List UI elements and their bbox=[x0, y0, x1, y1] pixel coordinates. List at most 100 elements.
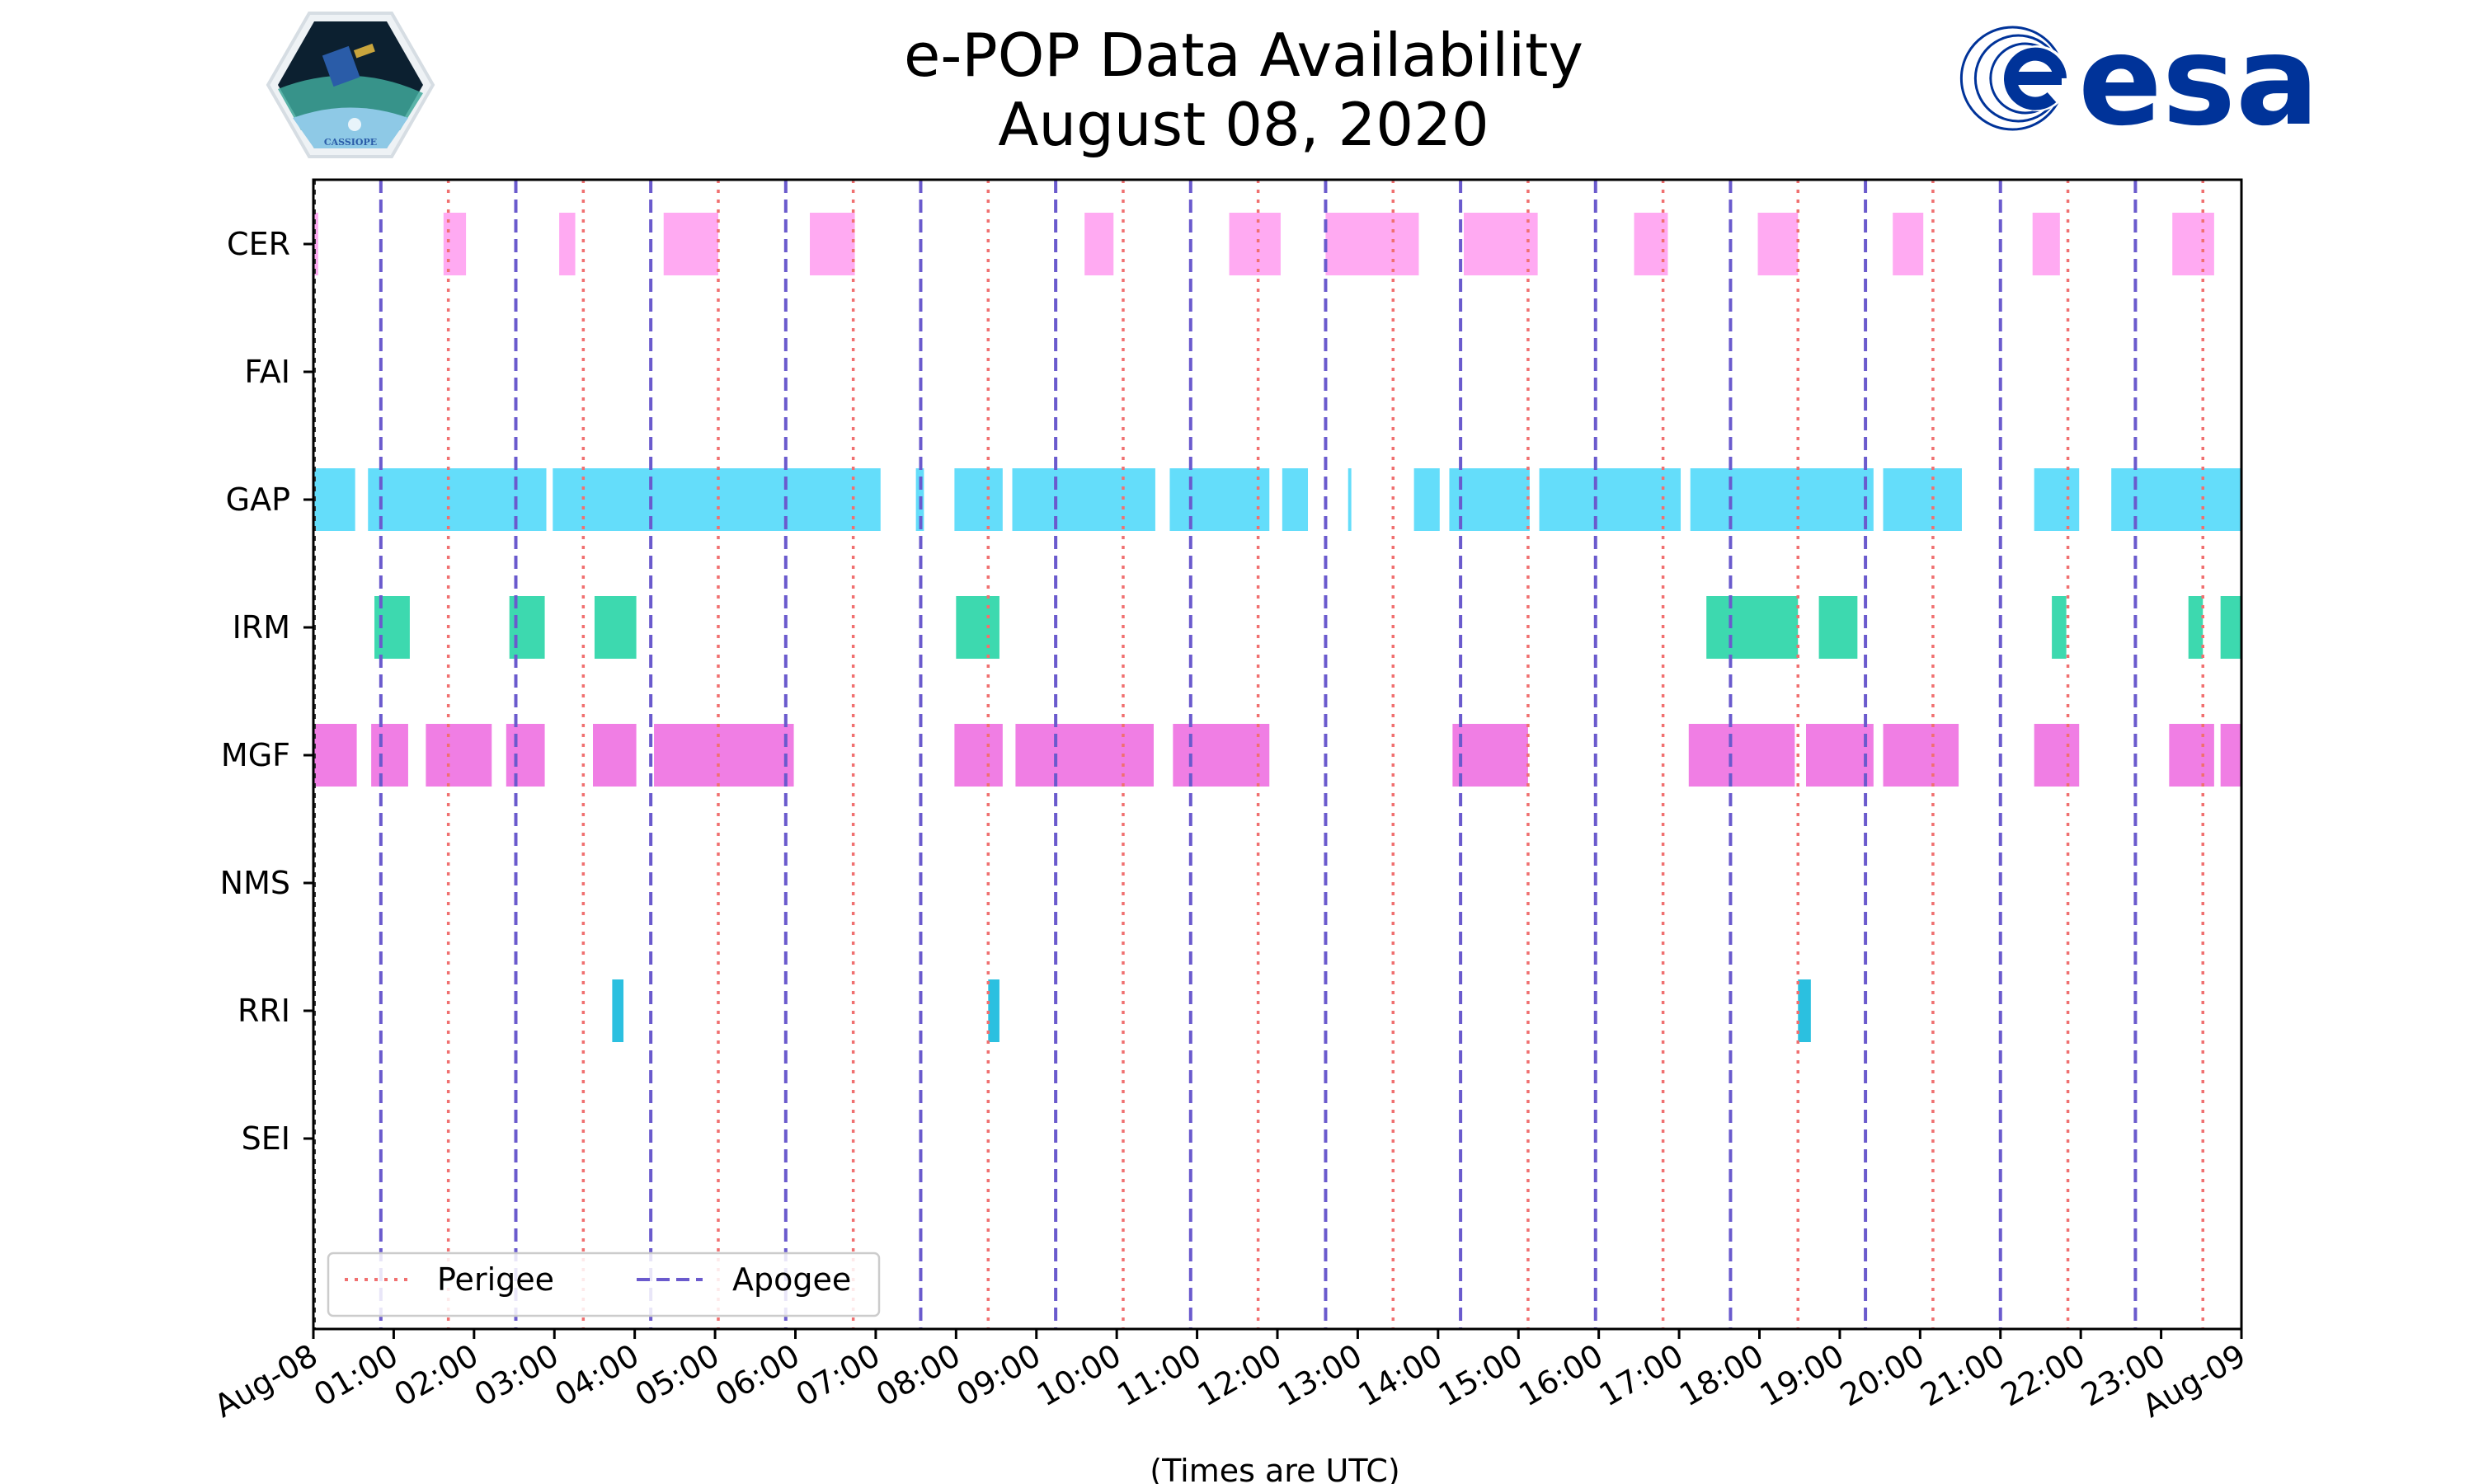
bar-cer bbox=[1464, 213, 1538, 275]
bar-gap bbox=[1690, 468, 1874, 531]
bar-irm bbox=[2220, 596, 2241, 659]
bar-cer bbox=[443, 213, 467, 275]
bar-gap bbox=[1449, 468, 1530, 531]
y-tick-label-mgf: MGF bbox=[221, 737, 290, 773]
bar-irm bbox=[2188, 596, 2204, 659]
x-axis-title: (Times are UTC) bbox=[1150, 1453, 1399, 1484]
bar-gap bbox=[1348, 468, 1352, 531]
bar-mgf bbox=[2034, 724, 2080, 787]
bar-rri bbox=[988, 979, 999, 1042]
legend-perigee-label: Perigee bbox=[437, 1261, 554, 1298]
bar-gap bbox=[1413, 468, 1440, 531]
bar-gap bbox=[553, 468, 881, 531]
bar-gap bbox=[2111, 468, 2241, 531]
bar-mgf bbox=[506, 724, 545, 787]
bar-mgf bbox=[593, 724, 637, 787]
x-tick-label: 14:00 bbox=[1352, 1337, 1448, 1414]
bar-mgf bbox=[654, 724, 794, 787]
cassiope-logo-text: CASSIOPE bbox=[324, 137, 377, 148]
chart-subtitle: August 08, 2020 bbox=[998, 90, 1489, 159]
bar-mgf bbox=[1883, 724, 1959, 787]
x-tick-label: 07:00 bbox=[790, 1337, 887, 1414]
x-tick-label: 04:00 bbox=[548, 1337, 645, 1414]
x-tick-label: 21:00 bbox=[1914, 1337, 2011, 1414]
y-tick-label-gap: GAP bbox=[226, 481, 290, 518]
x-tick-label: 19:00 bbox=[1754, 1337, 1851, 1414]
bar-gap bbox=[1169, 468, 1270, 531]
legend-box bbox=[327, 1252, 881, 1317]
y-tick-label-sei: SEI bbox=[242, 1120, 290, 1157]
y-tick-label-irm: IRM bbox=[233, 609, 290, 646]
bar-gap bbox=[1539, 468, 1681, 531]
bar-mgf bbox=[2169, 724, 2214, 787]
x-tick-label: 06:00 bbox=[709, 1337, 806, 1414]
legend: Perigee Apogee bbox=[327, 1252, 881, 1317]
x-tick-label: 01:00 bbox=[308, 1337, 404, 1414]
bar-rri bbox=[1798, 979, 1811, 1042]
x-tick-label: Aug-08 bbox=[208, 1337, 323, 1425]
bar-gap bbox=[1883, 468, 1962, 531]
bar-rri bbox=[612, 979, 624, 1042]
bar-gap bbox=[368, 468, 547, 531]
bar-mgf bbox=[1688, 724, 1795, 787]
x-tick-label: 08:00 bbox=[870, 1337, 967, 1414]
bar-mgf bbox=[2220, 724, 2241, 787]
esa-logo-text: esa bbox=[2078, 10, 2319, 153]
bar-cer bbox=[1084, 213, 1114, 275]
bar-mgf bbox=[1015, 724, 1154, 787]
x-tick-label: 16:00 bbox=[1512, 1337, 1609, 1414]
y-tick-label-nms: NMS bbox=[220, 865, 290, 901]
x-tick-label: 03:00 bbox=[468, 1337, 565, 1414]
bar-cer bbox=[1325, 213, 1419, 275]
bar-mgf bbox=[954, 724, 1003, 787]
bar-cer bbox=[2032, 213, 2060, 275]
bar-cer bbox=[1893, 213, 1924, 275]
x-tick-label: 11:00 bbox=[1111, 1337, 1207, 1414]
bar-cer bbox=[1757, 213, 1799, 275]
x-tick-label: 02:00 bbox=[388, 1337, 484, 1414]
x-tick-label: 10:00 bbox=[1031, 1337, 1127, 1414]
bar-gap bbox=[1012, 468, 1155, 531]
x-tick-label: 09:00 bbox=[950, 1337, 1047, 1414]
y-tick-label-cer: CER bbox=[227, 226, 290, 262]
cassiope-logo: CASSIOPE bbox=[266, 12, 435, 158]
x-tick-label: 05:00 bbox=[629, 1337, 726, 1414]
bar-cer bbox=[663, 213, 718, 275]
plot-frame bbox=[312, 178, 2243, 1331]
x-axis: Aug-0801:0002:0003:0004:0005:0006:0007:0… bbox=[208, 1329, 2252, 1425]
y-tick-label-rri: RRI bbox=[238, 993, 290, 1029]
bar-irm bbox=[956, 596, 999, 659]
legend-apogee-label: Apogee bbox=[732, 1261, 851, 1298]
chart-title: e-POP Data Availability bbox=[904, 21, 1583, 90]
bar-mgf bbox=[1452, 724, 1528, 787]
x-tick-label: 20:00 bbox=[1834, 1337, 1931, 1414]
bar-mgf bbox=[426, 724, 492, 787]
bar-mgf bbox=[1173, 724, 1270, 787]
x-tick-label: 12:00 bbox=[1192, 1337, 1288, 1414]
bar-mgf bbox=[371, 724, 408, 787]
x-tick-label: 13:00 bbox=[1272, 1337, 1368, 1414]
x-tick-label: 22:00 bbox=[1995, 1337, 2091, 1414]
y-tick-label-fai: FAI bbox=[244, 354, 290, 390]
bar-gap bbox=[954, 468, 1003, 531]
bar-mgf bbox=[1806, 724, 1874, 787]
esa-logo: esa bbox=[1959, 10, 2319, 153]
x-tick-label: 17:00 bbox=[1593, 1337, 1690, 1414]
bar-irm bbox=[594, 596, 637, 659]
bar-gap bbox=[2034, 468, 2080, 531]
orbit-lines-layer bbox=[314, 180, 2204, 1329]
bar-gap bbox=[313, 468, 355, 531]
bar-cer bbox=[1634, 213, 1668, 275]
bar-cer bbox=[810, 213, 855, 275]
bar-mgf bbox=[313, 724, 357, 787]
x-tick-label: 18:00 bbox=[1673, 1337, 1770, 1414]
bar-irm bbox=[1818, 596, 1858, 659]
bar-irm bbox=[2052, 596, 2067, 659]
bar-gap bbox=[1282, 468, 1309, 531]
bar-cer bbox=[2172, 213, 2214, 275]
bar-cer bbox=[1229, 213, 1281, 275]
y-axis: CER FAI GAP IRM MGF NMS RRI SEI bbox=[220, 226, 313, 1157]
bar-irm bbox=[1706, 596, 1799, 659]
x-tick-label: 15:00 bbox=[1432, 1337, 1529, 1414]
